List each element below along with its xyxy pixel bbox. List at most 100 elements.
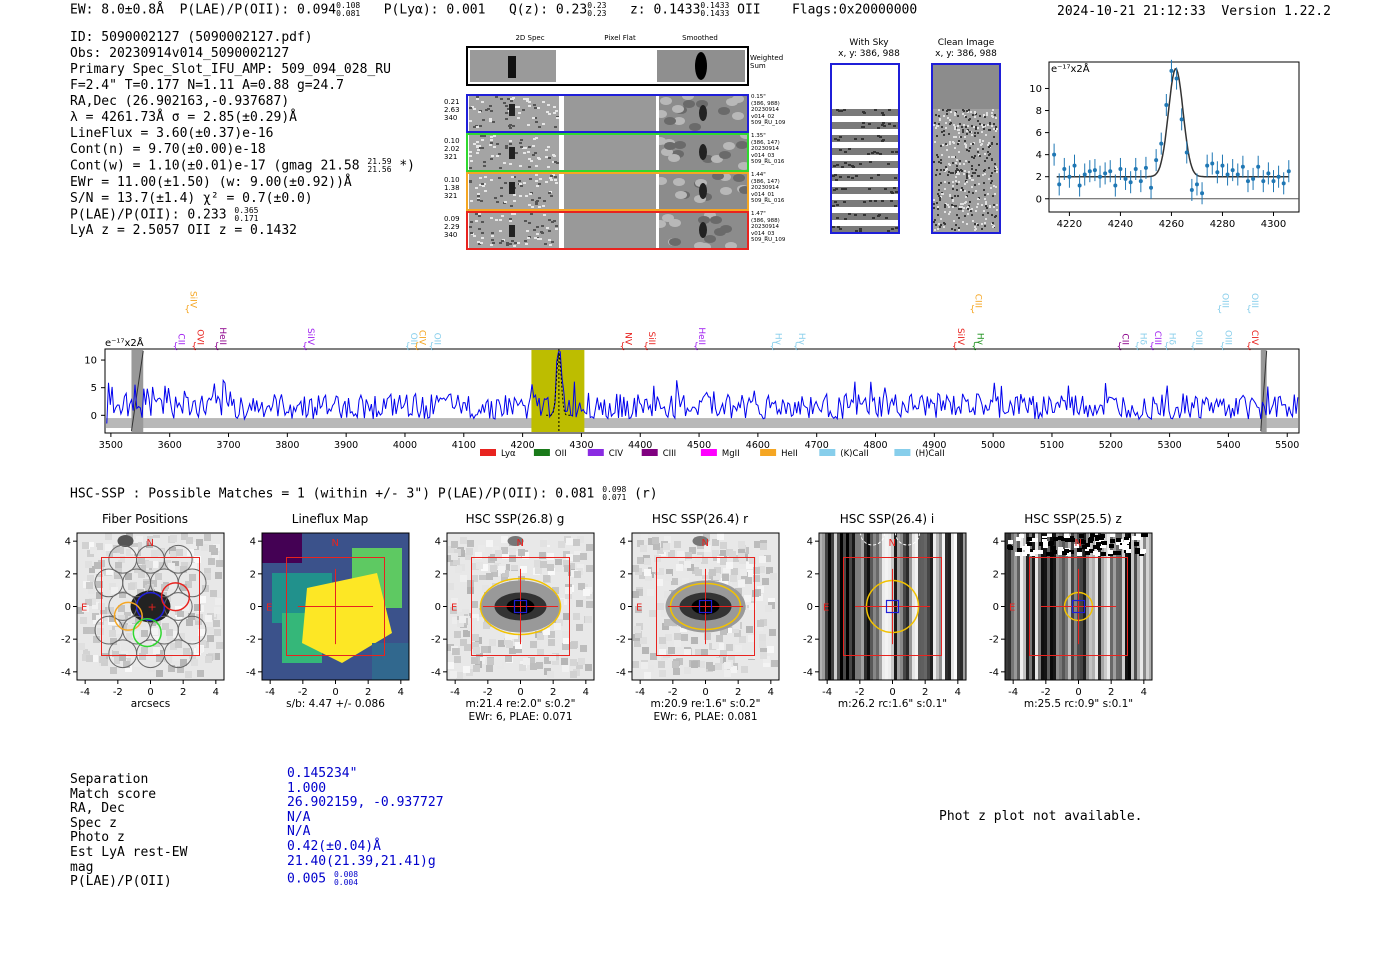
east-label: E [451, 603, 457, 614]
clean-pixel [955, 170, 957, 172]
sky-pixel [839, 176, 842, 178]
sky-pixel [118, 556, 125, 563]
sky-pixel [835, 179, 838, 181]
noise-pixel [535, 121, 538, 123]
match-label-photoz: Photo z [70, 830, 125, 846]
noise-pixel [542, 101, 545, 103]
clean-pixel [991, 125, 993, 127]
clean-pixel [933, 199, 935, 201]
header-qz: Q(z): 0.23 [508, 2, 588, 18]
panel-ytick-label: 2 [807, 569, 813, 580]
sky-pixel [746, 626, 753, 633]
sky-pixel [833, 189, 836, 191]
clean-pixel [971, 165, 973, 167]
cutout-pixelflat-image [564, 96, 656, 131]
panel-xtick-label: 2 [922, 687, 928, 698]
clean-pixel [954, 114, 956, 116]
clean-pixel [936, 169, 938, 171]
clean-pixel [966, 133, 968, 135]
noise-pixel [483, 183, 486, 185]
noise-pixel [503, 102, 506, 104]
noise-pixel [534, 107, 537, 109]
sky-pixel [178, 633, 185, 640]
smooth-blob [675, 191, 687, 199]
stripe-pixel [1109, 544, 1114, 548]
clean-pixel [939, 226, 941, 228]
stripe-column [933, 533, 936, 680]
panel-xtick-label: 4 [398, 687, 404, 698]
zoom-data-point [1215, 170, 1220, 175]
clean-pixel [960, 208, 962, 210]
sky-pixel [463, 666, 470, 673]
clean-pixel [940, 145, 942, 147]
sky-pixel [204, 568, 211, 575]
cutout-row-left-value: 1.38 [444, 184, 460, 192]
noise-pixel [484, 176, 487, 178]
sky-pixel [836, 164, 839, 166]
sky-pixel [890, 200, 893, 202]
stripe-column [936, 533, 939, 680]
match-val-plae-hi: 0.008 [333, 870, 359, 880]
sky-pixel [141, 630, 148, 637]
stripe-pixel [1027, 542, 1032, 546]
match-values: 0.145234" 1.000 26.902159, -0.937727 N/A… [287, 766, 444, 887]
cutout-row-right-value: 1.47" [751, 211, 766, 217]
stripe-column [1017, 533, 1020, 680]
clean-pixel [967, 125, 969, 127]
smoothed-image [657, 50, 745, 82]
sky-pixel [489, 639, 496, 646]
clean-pixel [936, 202, 938, 204]
noise-pixel [548, 230, 551, 232]
noise-pixel [485, 109, 488, 111]
noise-pixel [535, 174, 538, 176]
sky-pixel [186, 537, 193, 544]
info-lambda: λ = 4261.73Å σ = 2.85(±0.29)Å [70, 110, 297, 125]
clean-pixel [986, 112, 988, 114]
sky-pixel [834, 138, 837, 140]
with-sky-coords: x, y: 386, 988 [838, 49, 900, 59]
sky-pixel [731, 568, 738, 575]
clean-pixel [977, 224, 979, 226]
noise-pixel [501, 240, 504, 242]
sky-pixel [114, 657, 121, 664]
panel-caption: s/b: 4.47 +/- 0.086 [286, 698, 385, 710]
panel-ytick-label: -4 [803, 667, 813, 678]
clean-pixel [959, 163, 961, 165]
sky-pixel [490, 565, 497, 572]
sky-pixel [863, 201, 866, 203]
sky-pixel [855, 230, 858, 232]
fiber-circle [163, 639, 193, 669]
spec-marker-brace: { [620, 342, 626, 352]
noise-pixel [478, 145, 481, 147]
sky-pixel [869, 161, 872, 163]
noise-pixel [555, 228, 558, 230]
panel-xtick-label: 0 [147, 687, 153, 698]
stripe-column [960, 533, 963, 680]
sky-pixel [720, 542, 727, 549]
neighbor-source [692, 536, 709, 546]
noise-pixel [475, 220, 478, 222]
clean-pixel [937, 156, 939, 158]
stripe-column [846, 533, 849, 680]
zoom-data-point [1138, 179, 1143, 184]
noise-pixel [547, 146, 550, 148]
sky-pixel [154, 618, 161, 625]
noise-pixel [525, 195, 528, 197]
sky-pixel [114, 572, 121, 579]
stripe-pixel [1110, 539, 1115, 543]
clean-pixel [939, 118, 941, 120]
sky-pixel [877, 135, 880, 137]
stripe-column [1035, 533, 1038, 680]
spec-line-marker: NV [623, 332, 633, 346]
noise-pixel [533, 104, 536, 106]
clean-pixel [940, 182, 942, 184]
sky-pixel [207, 627, 214, 634]
noise-pixel [549, 244, 552, 246]
sky-pixel [714, 567, 721, 574]
cutout-row-right-labels: 1.44" (386, 147) 20230914 v014_01 509_RL_016 [751, 172, 801, 205]
spec-marker-brace: { [191, 342, 197, 352]
noise-pixel [483, 161, 486, 163]
clean-pixel [962, 203, 964, 205]
sky-pixel [635, 606, 642, 613]
zoom-data-point [1210, 161, 1215, 166]
